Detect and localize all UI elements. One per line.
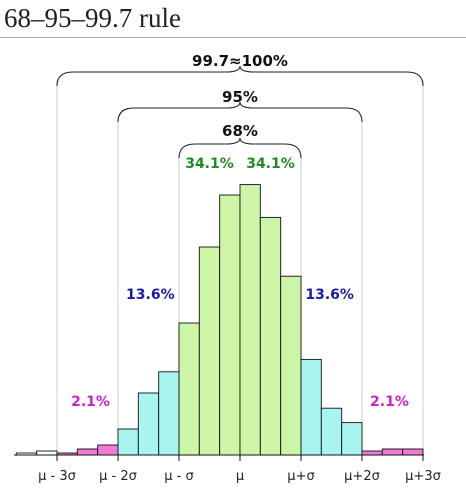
histogram-bars (15, 184, 424, 456)
title-divider (0, 37, 466, 38)
x-tick-label-1: μ - 2σ (99, 469, 137, 484)
histogram-bar-11 (239, 184, 261, 456)
x-tick-label-0: μ - 3σ (38, 469, 76, 484)
percentage-annotations: 34.1% 34.1% 13.6% 13.6% 2.1% 2.1% (71, 156, 409, 410)
histogram-bar-15 (320, 407, 343, 456)
annotation-two-left: 13.6% (126, 287, 175, 303)
x-tick-label-3: μ (236, 469, 244, 484)
histogram-bar-13 (280, 275, 302, 456)
annotation-three-right: 2.1% (370, 394, 409, 410)
x-axis: μ - 3σ μ - 2σ μ - σ μ μ+σ μ+2σ μ+3σ (14, 454, 441, 484)
histogram-bar-5 (117, 428, 139, 456)
annotation-two-right: 13.6% (305, 287, 354, 303)
histogram-bar-14 (300, 358, 322, 456)
x-tick-label-4: μ+σ (287, 469, 314, 484)
annotation-one-left: 34.1% (185, 156, 234, 172)
bracket-label-1sigma: 68% (222, 122, 258, 140)
histogram-bar-4 (97, 444, 119, 456)
annotation-one-right: 34.1% (246, 156, 295, 172)
bracket-2sigma (117, 101, 363, 123)
x-tick-label-2: μ - σ (164, 469, 193, 484)
percentage-brackets: 99.7≈100% 95% 68% (56, 52, 424, 159)
histogram-bar-17 (361, 450, 383, 456)
histogram-bar-6 (137, 392, 160, 456)
histogram-bar-8 (178, 322, 200, 456)
histogram-bar-12 (259, 216, 282, 456)
page-title: 68–95–99.7 rule (4, 3, 181, 33)
histogram-bar-18 (381, 448, 404, 456)
bracket-label-2sigma: 95% (222, 88, 258, 106)
histogram-bar-7 (158, 371, 180, 456)
histogram-bar-19 (402, 448, 424, 456)
histogram-bar-9 (198, 246, 221, 456)
histogram-bar-1 (36, 450, 58, 456)
bracket-3sigma (56, 65, 424, 87)
histogram-bar-16 (341, 422, 363, 456)
bracket-1sigma (178, 137, 302, 159)
bracket-label-3sigma: 99.7≈100% (192, 52, 288, 70)
histogram-bar-3 (76, 448, 99, 456)
histogram-bar-10 (219, 194, 241, 456)
annotation-three-left: 2.1% (71, 394, 110, 410)
x-tick-label-5: μ+2σ (344, 469, 380, 484)
x-tick-label-6: μ+3σ (405, 469, 441, 484)
